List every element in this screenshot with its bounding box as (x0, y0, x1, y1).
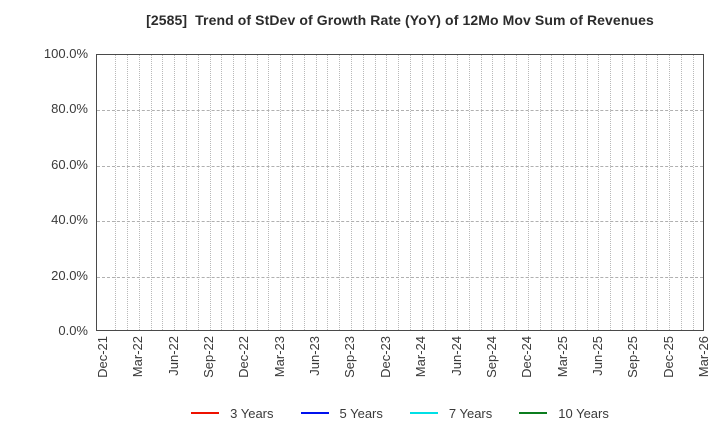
gridline-vertical (645, 55, 647, 330)
gridline-vertical (197, 55, 199, 330)
legend-label: 7 Years (448, 405, 493, 421)
gridline-vertical (633, 55, 635, 330)
gridline-vertical (574, 55, 576, 330)
gridline-vertical (445, 55, 447, 330)
x-tick-label: Sep-22 (201, 336, 217, 378)
gridline-vertical (292, 55, 294, 330)
gridline-vertical (362, 55, 364, 330)
x-tick-label: Mar-23 (271, 336, 287, 378)
gridline-vertical (457, 55, 459, 330)
legend-line-swatch (519, 411, 548, 415)
gridline-vertical (374, 55, 376, 330)
series-lines (97, 55, 703, 330)
x-tick-label: Mar-22 (130, 336, 146, 378)
x-tick-label: Jun-25 (589, 336, 605, 376)
gridline-horizontal (97, 221, 703, 223)
x-tick-label: Jun-24 (448, 336, 464, 376)
x-tick-label: Dec-24 (519, 336, 535, 378)
gridline-vertical (598, 55, 600, 330)
gridline-vertical (268, 55, 270, 330)
gridline-vertical (233, 55, 235, 330)
gridline-vertical (174, 55, 176, 330)
y-tick-label: 0.0% (58, 323, 88, 338)
legend-item-7-years: 7 Years (409, 405, 493, 421)
legend-line-swatch (191, 411, 220, 415)
gridline-vertical (480, 55, 482, 330)
gridline-vertical (492, 55, 494, 330)
gridline-vertical (115, 55, 117, 330)
gridline-horizontal (97, 276, 703, 278)
y-tick-label: 40.0% (51, 212, 88, 228)
legend: 3 Years 5 Years 7 Years 10 Years (96, 402, 704, 424)
gridline-vertical (515, 55, 517, 330)
x-tick-label: Sep-25 (625, 336, 641, 378)
gridline-vertical (622, 55, 623, 330)
gridline-vertical (386, 55, 388, 330)
gridline-vertical (209, 55, 211, 330)
gridline-vertical (398, 55, 400, 330)
gridline-vertical (350, 55, 352, 330)
plot-area (96, 54, 704, 331)
y-tick-label: 20.0% (51, 267, 88, 283)
gridline-vertical (657, 55, 659, 330)
legend-label: 3 Years (230, 405, 274, 421)
gridline-vertical (327, 55, 329, 330)
legend-label: 5 Years (339, 405, 383, 421)
legend-item-10-years: 10 Years (519, 406, 609, 421)
gridline-vertical (315, 55, 317, 330)
gridline-vertical (563, 55, 565, 330)
legend-line-swatch (409, 411, 438, 415)
legend-item-3-years: 3 Years (191, 405, 274, 421)
x-tick-label: Sep-23 (342, 336, 358, 378)
gridline-vertical (680, 55, 682, 330)
gridline-vertical (244, 55, 246, 330)
gridline-vertical (221, 55, 223, 330)
legend-line-swatch (300, 411, 329, 415)
gridline-vertical (586, 55, 588, 330)
gridline-vertical (539, 55, 541, 330)
gridline-vertical (256, 55, 258, 330)
gridline-vertical (527, 55, 529, 330)
x-tick-label: Sep-24 (483, 336, 499, 378)
gridline-vertical (669, 55, 671, 330)
legend-item-5-years: 5 Years (300, 405, 383, 421)
gridline-vertical (409, 55, 411, 330)
x-tick-label: Dec-22 (236, 336, 252, 378)
chart-title: [2585] Trend of StDev of Growth Rate (Yo… (146, 12, 654, 28)
y-tick-label: 100.0% (43, 46, 88, 61)
x-tick-label: Dec-25 (660, 336, 676, 378)
gridline-vertical (692, 55, 694, 330)
x-tick-label: Dec-23 (377, 336, 393, 378)
x-tick-label: Jun-22 (165, 336, 181, 376)
x-tick-label: Mar-25 (554, 336, 570, 378)
gridline-vertical (468, 55, 470, 330)
gridline-vertical (162, 55, 164, 330)
x-tick-label: Mar-26 (696, 336, 711, 378)
gridline-horizontal (97, 110, 703, 112)
gridline-vertical (280, 55, 282, 330)
x-tick-label: Jun-23 (307, 336, 323, 376)
gridline-vertical (150, 55, 152, 330)
x-tick-label: Mar-24 (413, 336, 429, 378)
gridline-horizontal (97, 165, 703, 167)
gridline-vertical (421, 55, 423, 330)
gridline-vertical (433, 55, 435, 330)
gridline-vertical (303, 55, 305, 330)
gridline-vertical (127, 55, 129, 330)
legend-label: 10 Years (558, 405, 609, 421)
gridline-vertical (138, 55, 140, 330)
y-tick-label: 60.0% (51, 156, 88, 172)
gridline-vertical (185, 55, 187, 330)
gridline-vertical (504, 55, 506, 330)
x-tick-label: Dec-21 (95, 336, 110, 378)
y-tick-label: 80.0% (51, 101, 88, 117)
gridline-vertical (610, 55, 612, 330)
gridline-vertical (339, 55, 341, 330)
gridline-vertical (551, 55, 553, 330)
